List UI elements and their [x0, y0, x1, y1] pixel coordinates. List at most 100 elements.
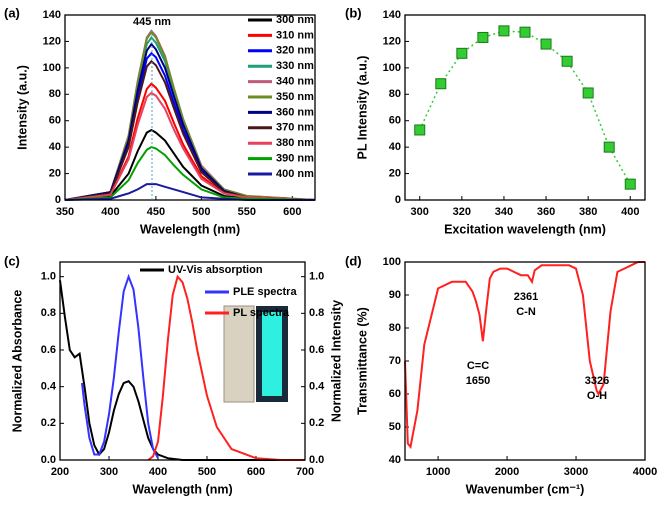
- legend-label: 320 nm: [276, 45, 314, 57]
- x-tick-label: 450: [147, 206, 165, 218]
- plot-frame: [404, 261, 646, 461]
- legend-label: PLE spectra: [233, 286, 297, 298]
- legend-label: 390 nm: [276, 153, 314, 165]
- legend-label: PL spectra: [233, 307, 290, 319]
- legend-label: UV-Vis absorption: [168, 264, 263, 276]
- x-tick-label: 380: [579, 206, 597, 218]
- legend-label: 400 nm: [276, 168, 314, 180]
- y-tick-label: 0.2: [41, 417, 56, 429]
- point: [624, 178, 636, 190]
- x-tick-label: 400: [101, 206, 119, 218]
- x-tick-label: 600: [283, 206, 301, 218]
- x-tick-label: 300: [411, 206, 429, 218]
- x-axis-title: Wavelength (nm): [132, 482, 232, 496]
- legend-label: 310 nm: [276, 29, 314, 41]
- point: [414, 124, 426, 136]
- y-tick-label: 50: [389, 421, 401, 433]
- y-tick-label: 60: [389, 115, 401, 127]
- cuvette-uv: [262, 312, 282, 396]
- y-tick-label: 0: [55, 194, 61, 206]
- y-tick-label: 20: [49, 167, 61, 179]
- y-tick-label: 1.0: [41, 271, 56, 283]
- plot-frame: [59, 261, 306, 461]
- annotation: C-N: [516, 306, 536, 318]
- y-tick-label: 40: [49, 141, 61, 153]
- y-tick-label: 120: [43, 35, 61, 47]
- series-line: [81, 273, 159, 459]
- y-tick-label: 100: [383, 62, 401, 74]
- y-tick-label: 0.4: [41, 381, 57, 393]
- y-tick-label: 120: [383, 35, 401, 47]
- x-tick-label: 700: [296, 466, 314, 478]
- series-line: [64, 128, 316, 201]
- panel-label: (b): [345, 5, 362, 20]
- x-tick-label: 350: [56, 206, 74, 218]
- legend-label: 380 nm: [276, 137, 314, 149]
- x-tick-label: 400: [621, 206, 639, 218]
- y-tick-label: 40: [389, 454, 401, 466]
- y-tick-label: 0.6: [41, 344, 56, 356]
- y-tick-label: 100: [383, 256, 401, 268]
- point: [435, 78, 447, 90]
- plot-frame: [64, 14, 316, 201]
- x-tick-label: 600: [247, 466, 265, 478]
- y2-tick-label: 1.0: [309, 271, 324, 283]
- y-tick-label: 60: [49, 115, 61, 127]
- legend-label: 370 nm: [276, 122, 314, 134]
- annotation: O-H: [587, 390, 607, 402]
- x-tick-label: 300: [100, 466, 118, 478]
- y2-tick-label: 0.6: [309, 344, 324, 356]
- x-axis-title: Excitation wavelength (nm): [444, 222, 606, 236]
- y-tick-label: 80: [389, 88, 401, 100]
- y2-tick-label: 0.4: [309, 381, 325, 393]
- y2-tick-label: 0.0: [309, 454, 324, 466]
- y-tick-label: 20: [389, 167, 401, 179]
- point: [477, 31, 489, 43]
- x-tick-label: 400: [149, 466, 167, 478]
- x-tick-label: 500: [192, 206, 210, 218]
- plot-frame: [404, 14, 646, 201]
- panel-label: (d): [345, 253, 362, 268]
- legend-label: 340 nm: [276, 76, 314, 88]
- y2-tick-label: 0.2: [309, 417, 324, 429]
- series-line: [64, 183, 315, 201]
- x-tick-label: 2000: [495, 466, 519, 478]
- series-line: [64, 59, 316, 201]
- y2-axis-title: Normalized Intensity: [329, 300, 343, 422]
- y-tick-label: 40: [389, 141, 401, 153]
- annotation: 2361: [514, 291, 538, 303]
- legend-label: 330 nm: [276, 60, 314, 72]
- y-axis-title: PL Intensity (a.u.): [355, 56, 369, 160]
- y-tick-label: 100: [43, 62, 61, 74]
- y-tick-label: 70: [389, 355, 401, 367]
- y-tick-label: 80: [49, 88, 61, 100]
- x-tick-label: 1000: [426, 466, 450, 478]
- point: [498, 25, 510, 37]
- series-line: [64, 146, 316, 201]
- panel-label: (c): [4, 253, 20, 268]
- y-tick-label: 140: [43, 9, 61, 21]
- y-tick-label: 0.0: [41, 454, 56, 466]
- series-line: [64, 42, 316, 201]
- cuvette-daylight: [223, 305, 255, 403]
- series-line: [64, 91, 316, 201]
- y-tick-label: 0: [395, 194, 401, 206]
- x-tick-label: 4000: [633, 466, 657, 478]
- y-tick-label: 0.8: [41, 307, 56, 319]
- series-line: [59, 280, 305, 461]
- x-tick-label: 360: [537, 206, 555, 218]
- x-tick-label: 550: [238, 206, 256, 218]
- x-tick-label: 340: [495, 206, 513, 218]
- series-line: [404, 261, 645, 450]
- y-tick-label: 140: [383, 9, 401, 21]
- x-tick-label: 3000: [564, 466, 588, 478]
- panel-label: (a): [4, 5, 20, 20]
- y-axis-title: Transmittance (%): [355, 307, 369, 415]
- series-line: [147, 274, 305, 461]
- x-tick-label: 320: [453, 206, 471, 218]
- point: [582, 87, 594, 99]
- x-axis-title: Wavelength (nm): [140, 222, 240, 236]
- x-tick-label: 200: [51, 466, 69, 478]
- annotation: C=C: [467, 360, 489, 372]
